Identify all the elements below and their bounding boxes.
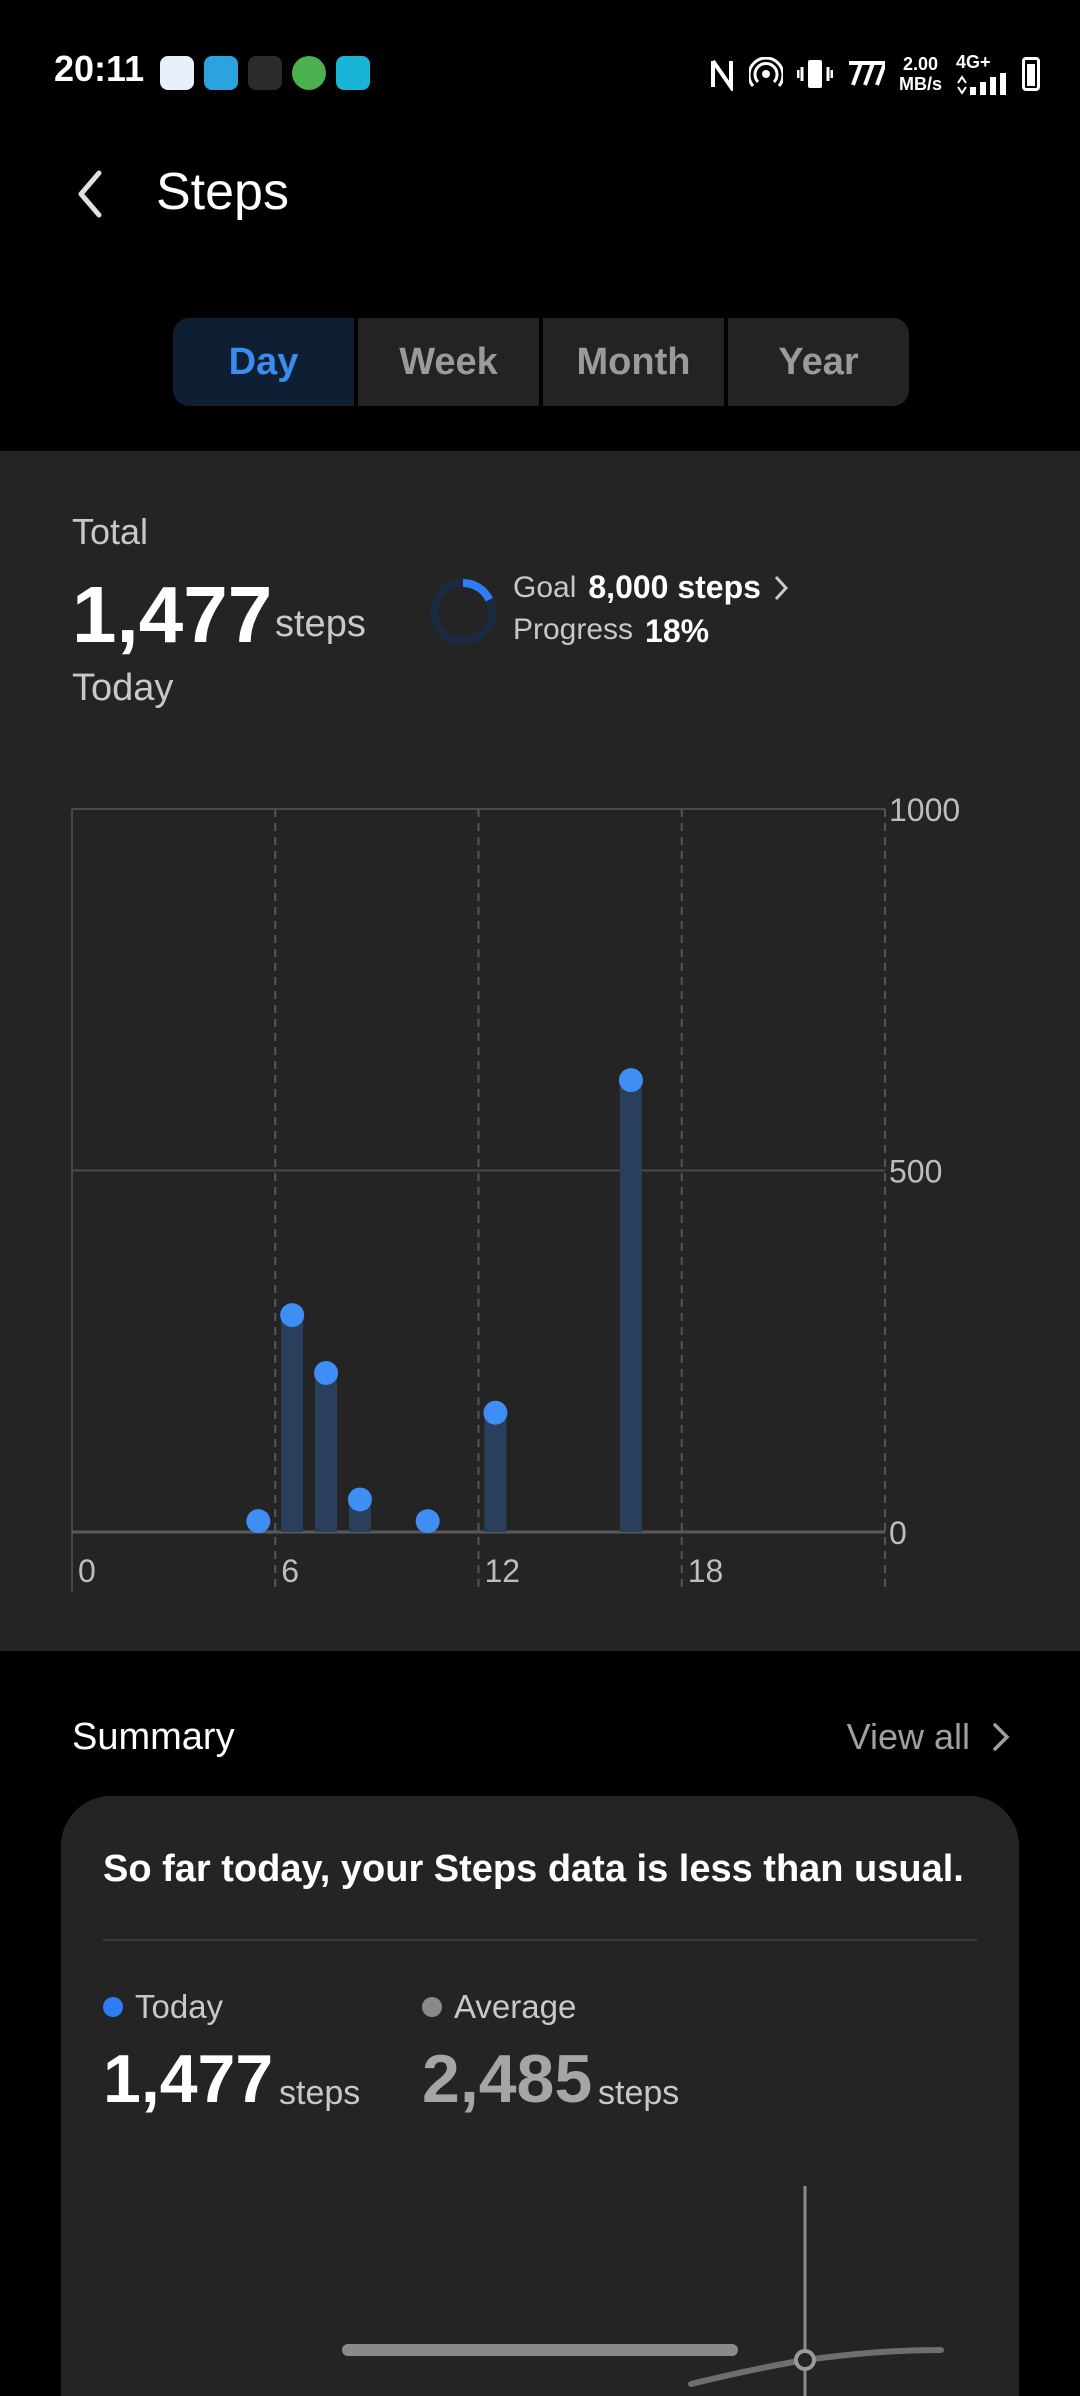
- divider: [103, 1939, 977, 1941]
- data-point: [347, 1487, 372, 1512]
- total-value: 1,477: [72, 570, 273, 659]
- page-title: Steps: [156, 163, 289, 221]
- network-type: 4G+: [956, 52, 991, 72]
- notification-app-icon: [292, 56, 326, 90]
- today-steps-unit: steps: [279, 2074, 361, 2112]
- x-tick-label: 18: [688, 1553, 724, 1589]
- home-indicator[interactable]: [342, 2344, 738, 2356]
- progress-row: Progress 18%: [513, 613, 709, 650]
- data-point: [280, 1303, 305, 1328]
- status-indicators: 2.00 MB/s 4G+: [709, 52, 1040, 95]
- y-tick-label: 1000: [889, 792, 960, 828]
- data-point: [246, 1509, 271, 1534]
- notification-icons: [160, 56, 370, 90]
- tab-year[interactable]: Year: [728, 318, 909, 406]
- volte-icon: [848, 60, 885, 86]
- vibrate-icon: [796, 59, 833, 88]
- back-button[interactable]: [60, 164, 120, 224]
- summary-card[interactable]: So far today, your Steps data is less th…: [61, 1796, 1019, 2396]
- speed-value: 2.00: [902, 53, 939, 74]
- y-tick-label: 0: [889, 1515, 907, 1551]
- chevron-right-icon: [774, 575, 788, 600]
- today-label: Today: [135, 1988, 224, 2025]
- nfc-icon: [710, 59, 733, 91]
- summary-message: So far today, your Steps data is less th…: [103, 1848, 964, 1890]
- y-tick-label: 500: [889, 1154, 942, 1190]
- bar: [484, 1412, 507, 1532]
- view-all-label: View all: [846, 1716, 970, 1757]
- comparison-mini-chart: [688, 2186, 944, 2396]
- hotspot-icon: [748, 56, 783, 87]
- x-tick-label: 12: [485, 1553, 521, 1589]
- progress-label: Progress: [513, 613, 634, 646]
- notification-app-icon: [336, 56, 370, 90]
- total-unit: steps: [275, 603, 366, 645]
- goal-row[interactable]: Goal 8,000 steps: [513, 569, 789, 606]
- total-label: Total: [72, 511, 149, 552]
- today-dot: [103, 1997, 123, 2017]
- battery-icon: [1022, 56, 1040, 91]
- average-steps-value: 2,485: [422, 2041, 593, 2117]
- tab-week[interactable]: Week: [358, 318, 539, 406]
- period-label: Today: [72, 667, 174, 709]
- status-time: 20:11: [54, 48, 145, 89]
- chevron-right-icon: [993, 1723, 1010, 1751]
- goal-progress-ring: [430, 579, 496, 645]
- average-steps-unit: steps: [598, 2074, 680, 2112]
- speed-unit: MB/s: [898, 73, 942, 94]
- tab-day[interactable]: Day: [173, 318, 354, 406]
- notification-app-icon: [248, 56, 282, 90]
- data-point: [618, 1068, 643, 1093]
- bar: [619, 1080, 642, 1532]
- x-tick-label: 0: [78, 1553, 96, 1589]
- steps-bar-chart: 0 500 1000 0 6 12 18: [71, 792, 960, 1592]
- bar: [281, 1315, 304, 1532]
- goal-progress-arc: [430, 579, 496, 645]
- data-point: [415, 1509, 440, 1534]
- summary-title: Summary: [72, 1716, 235, 1758]
- status-bar: 20:11 2.00 MB/s 4G+: [0, 0, 1080, 140]
- goal-value: 8,000 steps: [588, 569, 761, 605]
- app-header: Steps: [0, 140, 1080, 300]
- data-point: [314, 1360, 339, 1385]
- average-dot: [422, 1997, 442, 2017]
- chevron-left-icon: [78, 170, 102, 218]
- period-tabs: Day Week Month Year: [173, 318, 909, 406]
- average-label: Average: [454, 1988, 577, 2025]
- tab-month[interactable]: Month: [543, 318, 724, 406]
- view-all-link[interactable]: View all: [847, 1716, 1010, 1758]
- steps-card: Total 1,477 steps Today Goal 8,000 steps…: [0, 451, 1080, 1651]
- goal-label: Goal: [513, 570, 577, 604]
- signal-icon: [957, 73, 1006, 95]
- today-steps-value: 1,477: [103, 2041, 274, 2117]
- legend-average: Average: [422, 1988, 576, 2026]
- data-point: [483, 1400, 508, 1425]
- current-time-marker: [794, 2349, 816, 2371]
- notification-app-icon: [160, 56, 194, 90]
- bar: [315, 1372, 338, 1532]
- telegram-icon: [204, 56, 238, 90]
- x-tick-label: 6: [281, 1553, 299, 1589]
- progress-value: 18%: [645, 613, 710, 649]
- legend-today: Today: [103, 1988, 223, 2026]
- network-speed: 2.00 MB/s: [899, 54, 942, 94]
